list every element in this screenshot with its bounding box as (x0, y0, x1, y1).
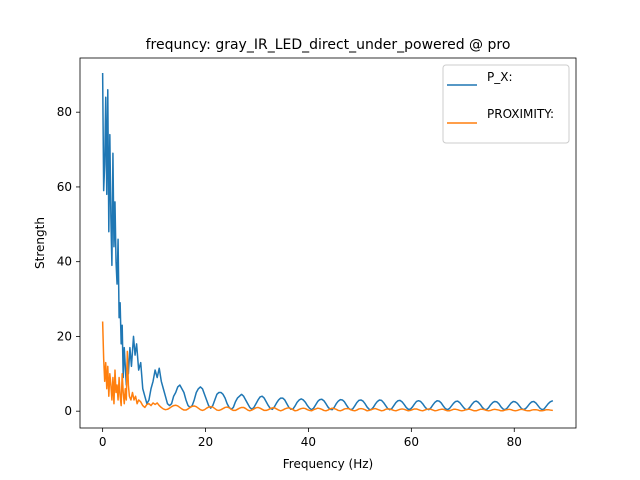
plot-lines (101, 72, 554, 412)
y-tick-label: 60 (57, 180, 72, 194)
y-axis-label: Strength (33, 217, 47, 269)
series-line-p-x (101, 72, 554, 411)
x-tick-label: 40 (301, 435, 316, 449)
x-axis: 0 20 40 60 80 (99, 428, 522, 449)
chart-title: frequncy: gray_IR_LED_direct_under_power… (146, 37, 511, 53)
series-line-proximity (101, 321, 553, 412)
y-tick-label: 80 (57, 105, 72, 119)
x-tick-label: 20 (198, 435, 213, 449)
x-tick-label: 0 (99, 435, 107, 449)
y-tick-label: 20 (57, 329, 72, 343)
y-tick-label: 40 (57, 255, 72, 269)
plot-frame (79, 57, 577, 429)
legend: P_X: PROXIMITY: (442, 64, 570, 144)
legend-label-proximity: PROXIMITY: (487, 107, 554, 121)
y-tick-label: 0 (64, 404, 72, 418)
x-tick-label: 60 (404, 435, 419, 449)
x-axis-label: Frequency (Hz) (283, 457, 374, 471)
y-axis: 0 20 40 60 80 (57, 105, 80, 418)
legend-label-p-x: P_X: (487, 70, 513, 84)
x-tick-label: 80 (507, 435, 522, 449)
